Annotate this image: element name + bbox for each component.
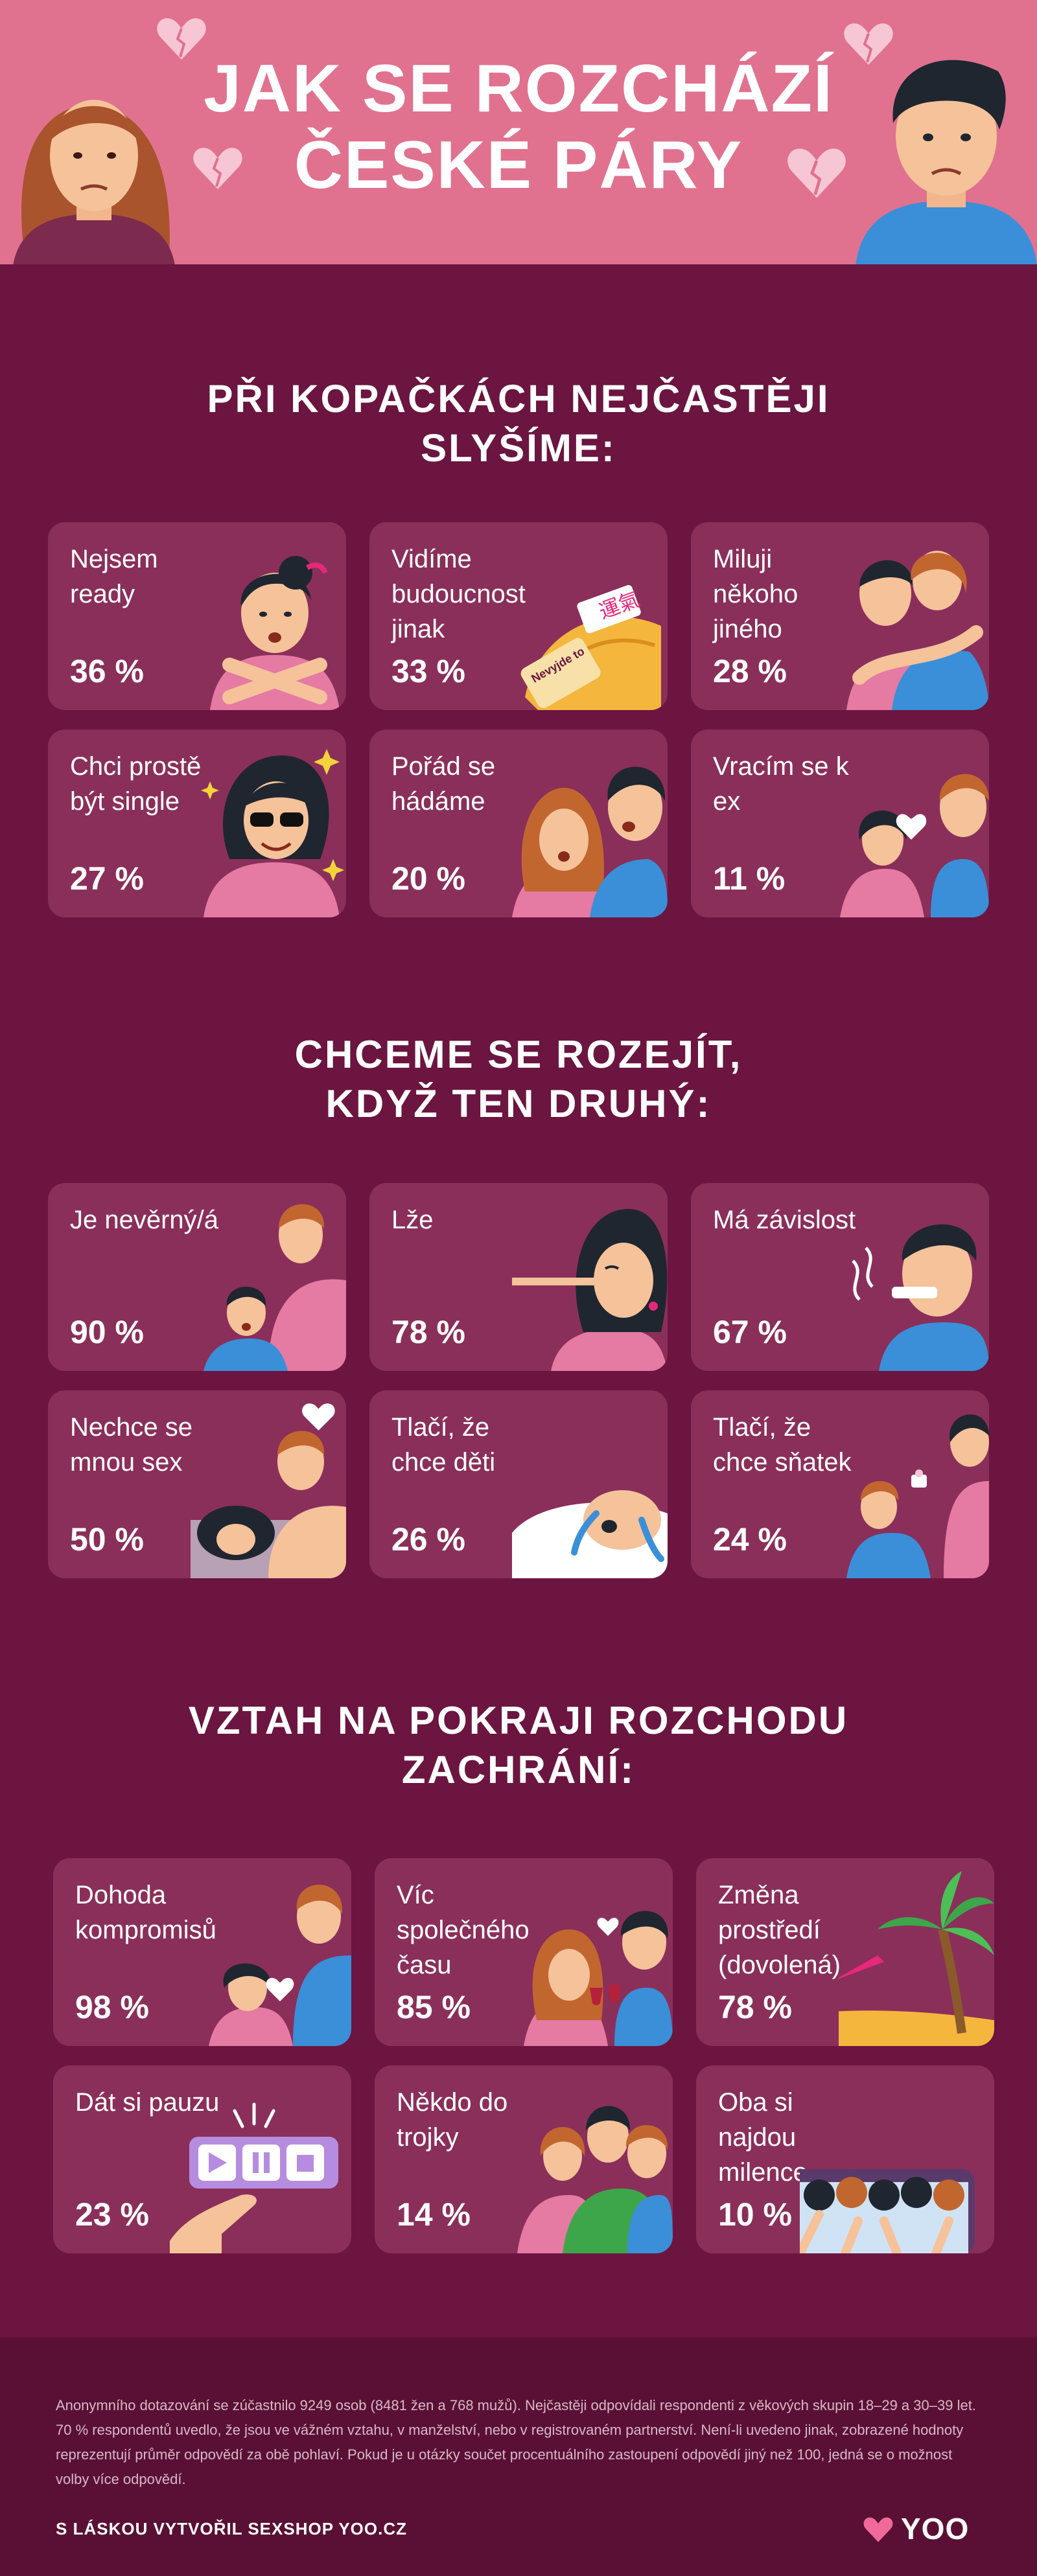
stat-label: Dohoda kompromisů — [75, 1881, 216, 1944]
section-title-saves: VZTAH NA POKRAJI ROZCHODU ZACHRÁNÍ: — [0, 1696, 1037, 1795]
stat-card: Nechce se mnou sex 50 % — [48, 1390, 346, 1578]
crying-baby-icon — [512, 1490, 668, 1578]
title-line-1: JAK SE ROZCHÁZÍ — [204, 51, 833, 126]
long-nose-liar-icon — [512, 1209, 668, 1371]
stat-value: 11 % — [713, 860, 786, 897]
stat-card: Je nevěrný/á 90 % — [48, 1183, 346, 1371]
stat-label: Vracím se k ex — [713, 752, 849, 816]
proposal-icon — [846, 1414, 989, 1578]
stat-value: 14 % — [397, 2196, 471, 2233]
stat-label: Dát si pauzu — [75, 2088, 220, 2117]
stat-value: 78 % — [391, 1314, 465, 1350]
stat-label: Lže — [391, 1206, 434, 1234]
stat-label: Má závislost — [713, 1206, 856, 1234]
stat-card: Miluji někoho jiného 28 % — [691, 522, 989, 710]
section-title-line: CHCEME SE ROZEJÍT, — [294, 1033, 743, 1076]
sad-woman-icon — [13, 100, 175, 264]
stat-card: Vracím se k ex 11 % — [691, 730, 989, 917]
crowd-in-bed-icon — [800, 2169, 975, 2253]
hugging-couple-icon — [846, 551, 989, 710]
section-title-breakup-phrases: PŘI KOPAČKÁCH NEJČASTĚJI SLYŠÍME: — [0, 374, 1037, 473]
stat-card: Tlačí, že chce sňatek 24 % — [691, 1390, 989, 1578]
yoo-logo[interactable]: YOO — [862, 2509, 985, 2547]
stat-card: Oba si najdou milence 10 % — [696, 2065, 994, 2253]
stat-card: Změna prostředí (dovolená) 78 % — [696, 1858, 994, 2046]
broken-heart-icon — [157, 18, 206, 60]
stat-value: 98 % — [75, 1989, 149, 2025]
cheating-couple-icon — [204, 1204, 346, 1371]
credit-text: S LÁSKOU VYTVOŘIL SEXSHOP YOO.CZ — [56, 2519, 407, 2538]
stat-label: Tlačí, že chce sňatek — [713, 1413, 852, 1477]
stat-value: 10 % — [718, 2196, 792, 2233]
stat-value: 27 % — [70, 860, 144, 897]
stat-card: Vidíme budoucnost jinak 33 % 運氣 Nevyjde t… — [369, 522, 668, 710]
stat-label: Oba si najdou milence — [718, 2088, 808, 2187]
section-title-line: KDYŽ TEN DRUHÝ: — [325, 1082, 712, 1125]
stat-label: Je nevěrný/á — [70, 1206, 219, 1234]
arguing-couple-icon — [512, 766, 668, 917]
broken-heart-couple-icon — [840, 774, 989, 917]
stat-label: Tlačí, že chce děti — [391, 1413, 496, 1477]
stat-value: 24 % — [713, 1521, 787, 1558]
stat-card: Lže 78 % — [369, 1183, 668, 1371]
logo-text: YOO — [901, 2512, 970, 2546]
stat-value: 85 % — [397, 1989, 471, 2025]
stat-value: 28 % — [713, 653, 787, 689]
header-banner: JAK SE ROZCHÁZÍ ČESKÉ PÁRY — [0, 0, 1037, 264]
stat-value: 36 % — [70, 653, 144, 689]
stat-card: Někdo do trojky 14 % — [375, 2065, 673, 2253]
pause-button-icon — [170, 2102, 338, 2253]
stat-value: 33 % — [391, 653, 465, 689]
section-title-reasons: CHCEME SE ROZEJÍT, KDYŽ TEN DRUHÝ: — [0, 1030, 1037, 1129]
stat-value: 20 % — [391, 860, 465, 897]
broken-heart-icon — [193, 148, 242, 189]
stat-value: 50 % — [70, 1521, 144, 1558]
stat-label: Někdo do trojky — [397, 2088, 508, 2152]
stat-value: 78 % — [718, 1989, 792, 2025]
sad-man-icon — [856, 60, 1037, 264]
stat-card: Dát si pauzu 23 % — [53, 2065, 351, 2253]
stat-label: Víc společného času — [397, 1881, 530, 1979]
stat-label: Chci prostě být single — [70, 752, 202, 816]
section-title-line: ZACHRÁNÍ: — [401, 1748, 636, 1791]
stat-card: Má závislost 67 % — [691, 1183, 989, 1371]
heart-icon — [863, 2517, 893, 2542]
beach-palm-icon — [839, 1871, 994, 2046]
stat-label: Nejsem ready — [70, 545, 158, 608]
stat-card: Chci prostě být single 27 % — [48, 730, 346, 917]
stat-label: Vidíme budoucnost jinak — [391, 545, 526, 643]
stat-card: Tlačí, že chce děti 26 % — [369, 1390, 668, 1578]
broken-heart-icon — [787, 148, 846, 198]
stat-label: Pořád se hádáme — [391, 752, 496, 816]
stat-value: 90 % — [70, 1314, 144, 1350]
smoking-man-icon — [852, 1224, 989, 1371]
survey-note: Anonymního dotazování se zúčastnilo 9249… — [56, 2397, 976, 2487]
stat-label: Změna prostředí (dovolená) — [718, 1881, 841, 1979]
woman-sunglasses-icon — [201, 749, 344, 917]
stat-value: 67 % — [713, 1314, 787, 1350]
stat-value: 23 % — [75, 2196, 149, 2233]
footer: Anonymního dotazování se zúčastnilo 9249… — [0, 2338, 1037, 2576]
broken-heart-icon — [844, 23, 893, 65]
section-title-line: SLYŠÍME: — [421, 426, 616, 470]
couple-in-bed-icon — [191, 1403, 346, 1578]
stat-label: Miluji někoho jiného — [713, 545, 798, 643]
compromise-couple-icon — [209, 1885, 351, 2046]
stat-label: Nechce se mnou sex — [70, 1413, 192, 1477]
threesome-hug-icon — [517, 2106, 673, 2253]
stat-card: Pořád se hádáme 20 % — [369, 730, 668, 917]
wine-toast-icon — [524, 1911, 673, 2046]
page-title: JAK SE ROZCHÁZÍ ČESKÉ PÁRY — [0, 51, 1037, 203]
stat-card: Víc společného času 85 % — [375, 1858, 673, 2046]
stat-card: Nejsem ready 36 % — [48, 522, 346, 710]
title-line-2: ČESKÉ PÁRY — [294, 128, 743, 203]
section-title-line: PŘI KOPAČKÁCH NEJČASTĚJI — [207, 377, 830, 420]
stat-card: Dohoda kompromisů 98 % — [53, 1858, 351, 2046]
woman-crossed-arms-icon — [210, 556, 340, 710]
section-title-line: VZTAH NA POKRAJI ROZCHODU — [188, 1699, 849, 1742]
stat-value: 26 % — [391, 1521, 465, 1558]
